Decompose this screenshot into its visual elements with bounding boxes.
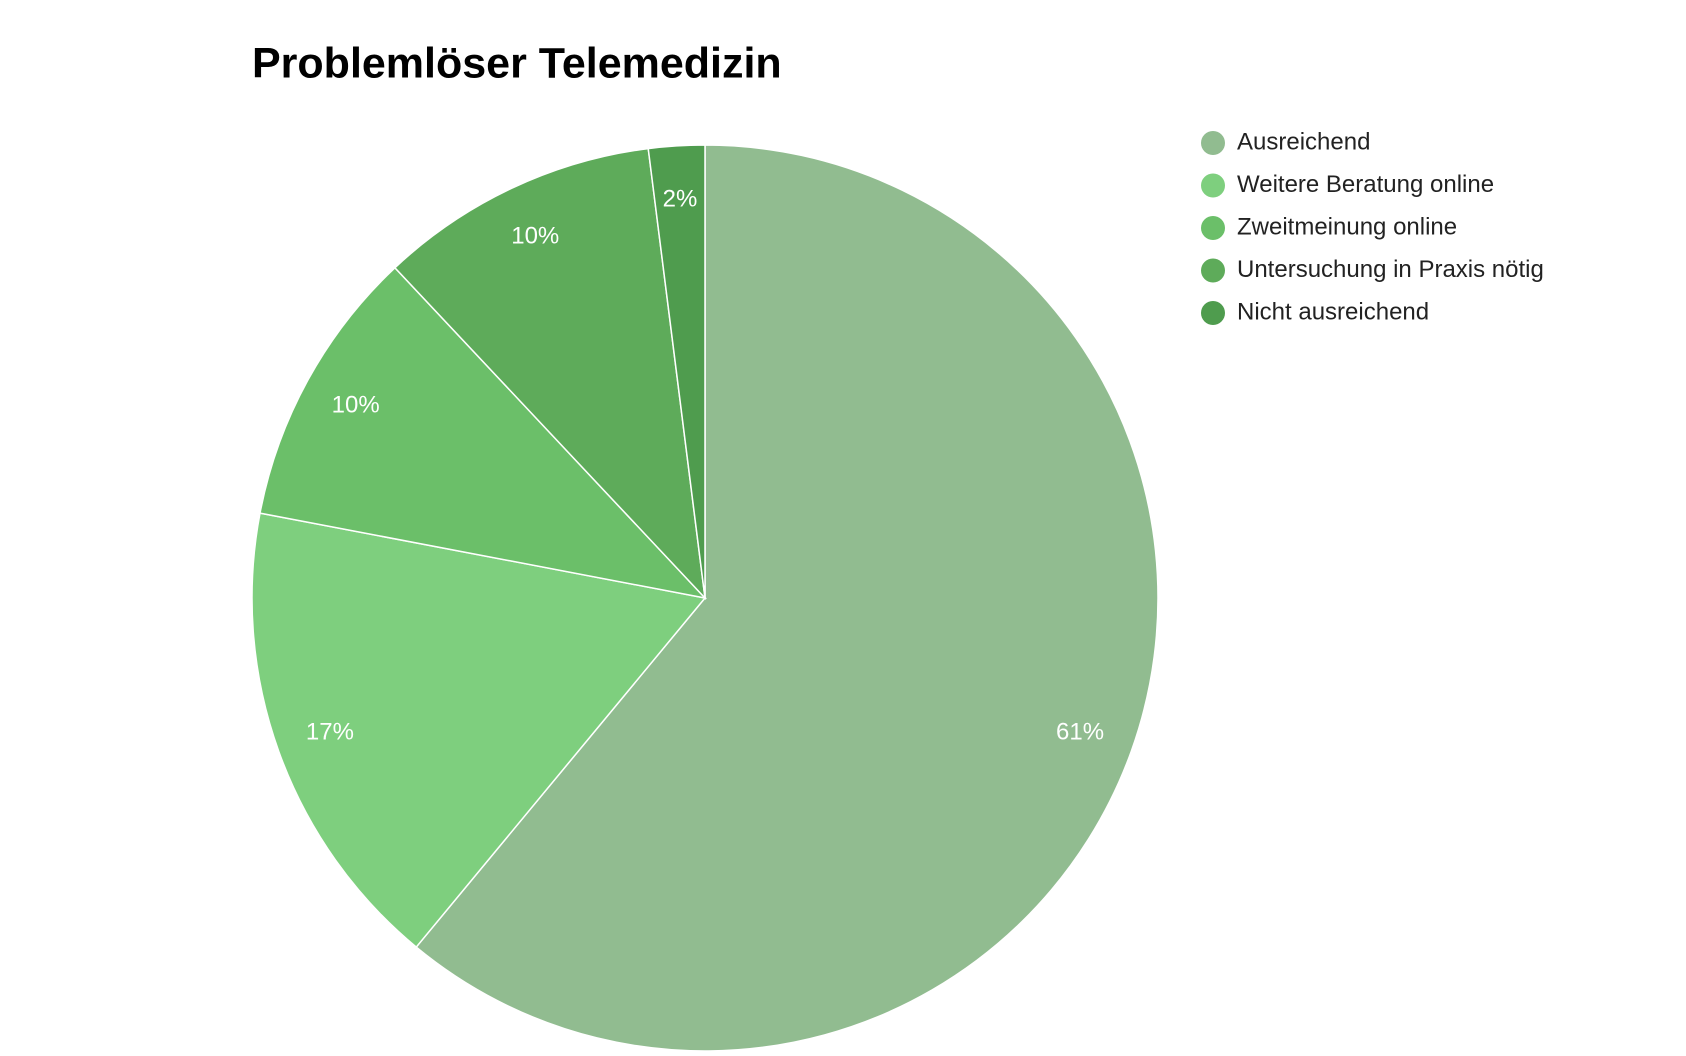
- slice-label: 17%: [306, 718, 354, 745]
- pie-slice: [393, 147, 707, 601]
- pie-slice: [647, 144, 706, 599]
- legend-marker: [1201, 258, 1225, 283]
- pie-slice: [415, 144, 1159, 1052]
- chart-title: Problemlöser Telemedizin: [252, 39, 782, 87]
- legend-label: Weitere Beratung online: [1237, 171, 1494, 198]
- legend-label: Nicht ausreichend: [1237, 298, 1429, 325]
- pie-slice: [259, 266, 708, 600]
- legend-label: Untersuchung in Praxis nötig: [1237, 256, 1544, 283]
- pie-slice: [251, 512, 707, 949]
- slice-label: 10%: [511, 223, 559, 250]
- legend-marker: [1201, 173, 1225, 198]
- slice-label: 2%: [663, 185, 698, 212]
- legend-marker: [1201, 301, 1225, 325]
- slice-label: 61%: [1056, 718, 1104, 745]
- legend-marker: [1201, 131, 1225, 155]
- slice-label: 10%: [332, 391, 380, 418]
- legend-label: Zweitmeinung online: [1237, 213, 1457, 240]
- legend-label: Ausreichend: [1237, 128, 1370, 155]
- legend-marker: [1201, 216, 1225, 240]
